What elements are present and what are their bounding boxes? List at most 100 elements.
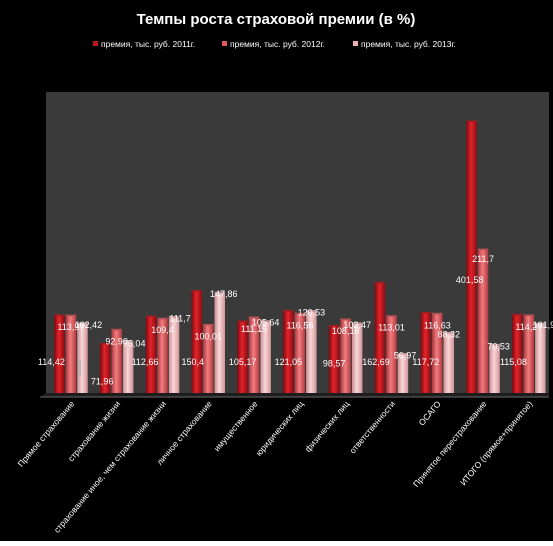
bar-5-2 [248,318,260,393]
bar-cap-4-2 [203,324,214,326]
bar-cap-2-1 [99,342,111,345]
data-label-2-1: 71,96 [91,376,114,386]
bar-10-3 [489,345,500,393]
bar-cap-6-3 [306,310,317,312]
bar-cap-8-2 [386,315,397,317]
data-label-11-3: 101,95 [533,320,553,330]
bar-4-3 [214,293,225,393]
data-label-5-1: 105,17 [229,357,257,367]
bar-9-3 [443,333,454,393]
bar-8-1 [374,283,386,393]
data-label-7-1: 98,57 [323,359,346,369]
data-label-6-2: 116,56 [286,320,313,330]
data-label-2-3: 75,04 [123,338,146,348]
bar-6-1 [283,311,294,393]
legend-swatch-3 [353,41,358,46]
bar-cap-3-1 [145,315,157,317]
bar-cap-7-2 [340,318,351,320]
bar-3-2 [157,319,168,393]
bar-cap-6-2 [294,312,306,315]
bar-2-1 [99,344,111,393]
bar-1-3 [77,323,88,393]
legend-swatch-1 [93,41,98,46]
bar-7-2 [340,320,351,393]
bar-cap-5-2 [248,316,260,318]
bars-layer [54,120,546,394]
bar-7-1 [328,326,340,393]
bar-cap-3-3 [168,316,180,318]
bar-6-2 [294,314,306,393]
bar-cap-1-2 [65,314,77,317]
bar-cap-1-1 [54,314,65,316]
bar-cap-7-3 [351,322,363,324]
bar-cap-5-3 [260,320,271,322]
bar-6-3 [306,311,317,393]
bar-cap-9-3 [443,331,454,334]
bar-cap-8-1 [374,281,386,284]
chart-title: Темпы роста страховой премии (в %) [137,11,416,28]
data-label-10-2: 211,7 [472,254,494,264]
data-label-5-2: 111,15 [241,324,267,334]
bar-11-2 [523,315,535,393]
bar-8-3 [397,354,409,393]
data-label-9-1: 117,72 [412,357,439,367]
bar-cap-5-1 [237,320,248,322]
bar-cap-3-2 [157,317,168,320]
bar-7-3 [351,323,363,393]
data-label-11-1: 115,08 [500,357,527,367]
data-label-3-2: 109,4 [151,325,174,335]
legend-label-3: премия, тыс. руб. 2013г. [361,39,456,49]
data-label-3-1: 112,66 [132,357,159,367]
bar-11-3 [535,324,546,393]
bar-9-2 [432,314,443,393]
data-label-8-3: 56,97 [394,351,417,361]
bar-8-2 [386,316,397,393]
bar-cap-11-1 [512,313,523,316]
legend-label-2: премия, тыс. руб. 2012г. [230,39,325,49]
bar-cap-10-3 [489,343,500,346]
legend-swatch-2 [222,41,227,46]
data-label-7-2: 108,16 [332,326,360,336]
data-label-6-3: 120,53 [298,308,326,318]
data-label-8-1: 162,69 [362,357,390,367]
data-label-9-2: 116,63 [424,320,451,330]
bar-4-1 [191,291,202,393]
data-label-11-2: 114,27 [515,322,542,332]
data-label-2-2: 92,90 [105,336,128,346]
bar-1-1 [54,315,65,393]
bar-cap-8-3 [397,353,409,355]
bar-cap-4-3 [214,291,225,294]
bar-cap-9-2 [432,312,443,315]
bar-cap-11-2 [523,314,535,316]
bar-2-3 [122,342,134,393]
bar-cap-6-1 [283,309,294,312]
data-label-1-3: 102,42 [75,320,103,330]
data-label-6-1: 121,05 [275,357,303,367]
data-label-8-2: 113,01 [378,323,405,333]
legend: премия, тыс. руб. 2011г. премия, тыс. руб… [93,39,456,49]
bar-cap-10-2 [477,248,489,251]
bar-5-3 [260,321,271,393]
bar-1-2 [65,316,77,393]
data-label-7-3: 102,47 [343,320,371,330]
bar-5-1 [237,322,248,393]
bar-3-1 [145,317,157,393]
data-label-10-1: 401,58 [456,275,484,285]
data-label-3-3: 111,7 [169,314,190,324]
bar-cap-1-3 [77,322,88,324]
plot-floor [40,393,549,397]
bar-cap-11-3 [535,322,546,325]
bar-cap-7-1 [328,325,340,327]
data-label-4-1: 150,4 [182,357,205,367]
bar-10-1 [466,121,477,394]
data-label-5-3: 105,64 [252,318,280,328]
bar-11-1 [512,315,523,393]
data-label-4-3: 147,86 [210,289,238,299]
bar-2-2 [111,330,122,393]
bar-cap-4-1 [191,290,202,292]
bar-cap-10-1 [466,120,477,122]
bar-9-1 [420,313,431,393]
